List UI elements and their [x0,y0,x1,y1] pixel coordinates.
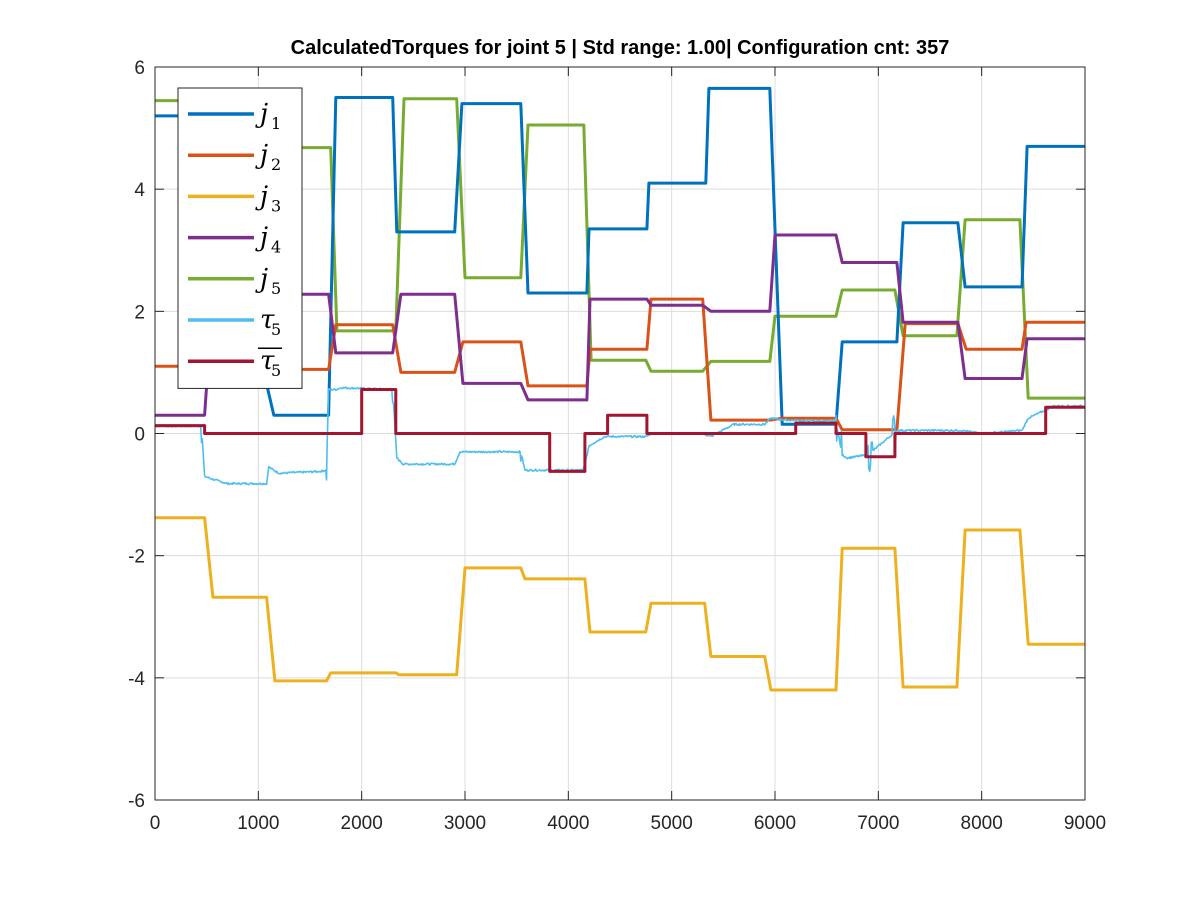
x-tick-label: 2000 [341,813,383,834]
series-lines [154,86,1086,692]
y-tick-label: 6 [134,58,145,79]
series-line-4 [155,233,1085,417]
legend-entry-subscript: 4 [271,238,281,257]
axis-ticks: 0 1000 2000 3000 4000 5000 6000 7000 8000 9000 -6 -… [128,58,1106,834]
x-tick-label: 5000 [651,813,693,834]
series-line-7 [155,388,1085,473]
x-tick-label: 6000 [754,813,796,834]
legend-entry-subscript: 5 [271,320,281,339]
legend-entry-subscript: 5 [271,279,281,298]
legend-entry-subscript: 2 [271,155,281,174]
legend-entry-symbol: τ [260,346,275,376]
y-tick-label: 0 [134,425,145,446]
series-line-1 [155,86,1085,426]
series-line-3 [155,516,1085,692]
series-line-6 [154,386,1086,486]
legend-entry-symbol: τ [260,305,275,335]
y-tick-label: -2 [128,547,145,568]
legend-entry-subscript: 5 [271,361,281,380]
x-tick-label: 9000 [1064,813,1106,834]
x-tick-label: 1000 [237,813,279,834]
x-tick-label: 3000 [444,813,486,834]
y-tick-label: -4 [128,669,145,690]
x-tick-label: 0 [150,813,161,834]
legend-entry-subscript: 3 [271,196,281,215]
x-tick-label: 4000 [547,813,589,834]
x-tick-label: 7000 [857,813,899,834]
plot-area: 0 1000 2000 3000 4000 5000 6000 7000 8000 9000 -6 -… [128,58,1106,834]
y-tick-label: 4 [134,180,145,201]
legend-entry-subscript: 1 [271,114,281,133]
y-tick-label: -6 [128,791,145,812]
chart-title: CalculatedTorques for joint 5 | Std rang… [291,37,950,59]
y-tick-label: 2 [134,302,145,323]
x-tick-label: 8000 [961,813,1003,834]
series-line-5 [155,97,1085,400]
